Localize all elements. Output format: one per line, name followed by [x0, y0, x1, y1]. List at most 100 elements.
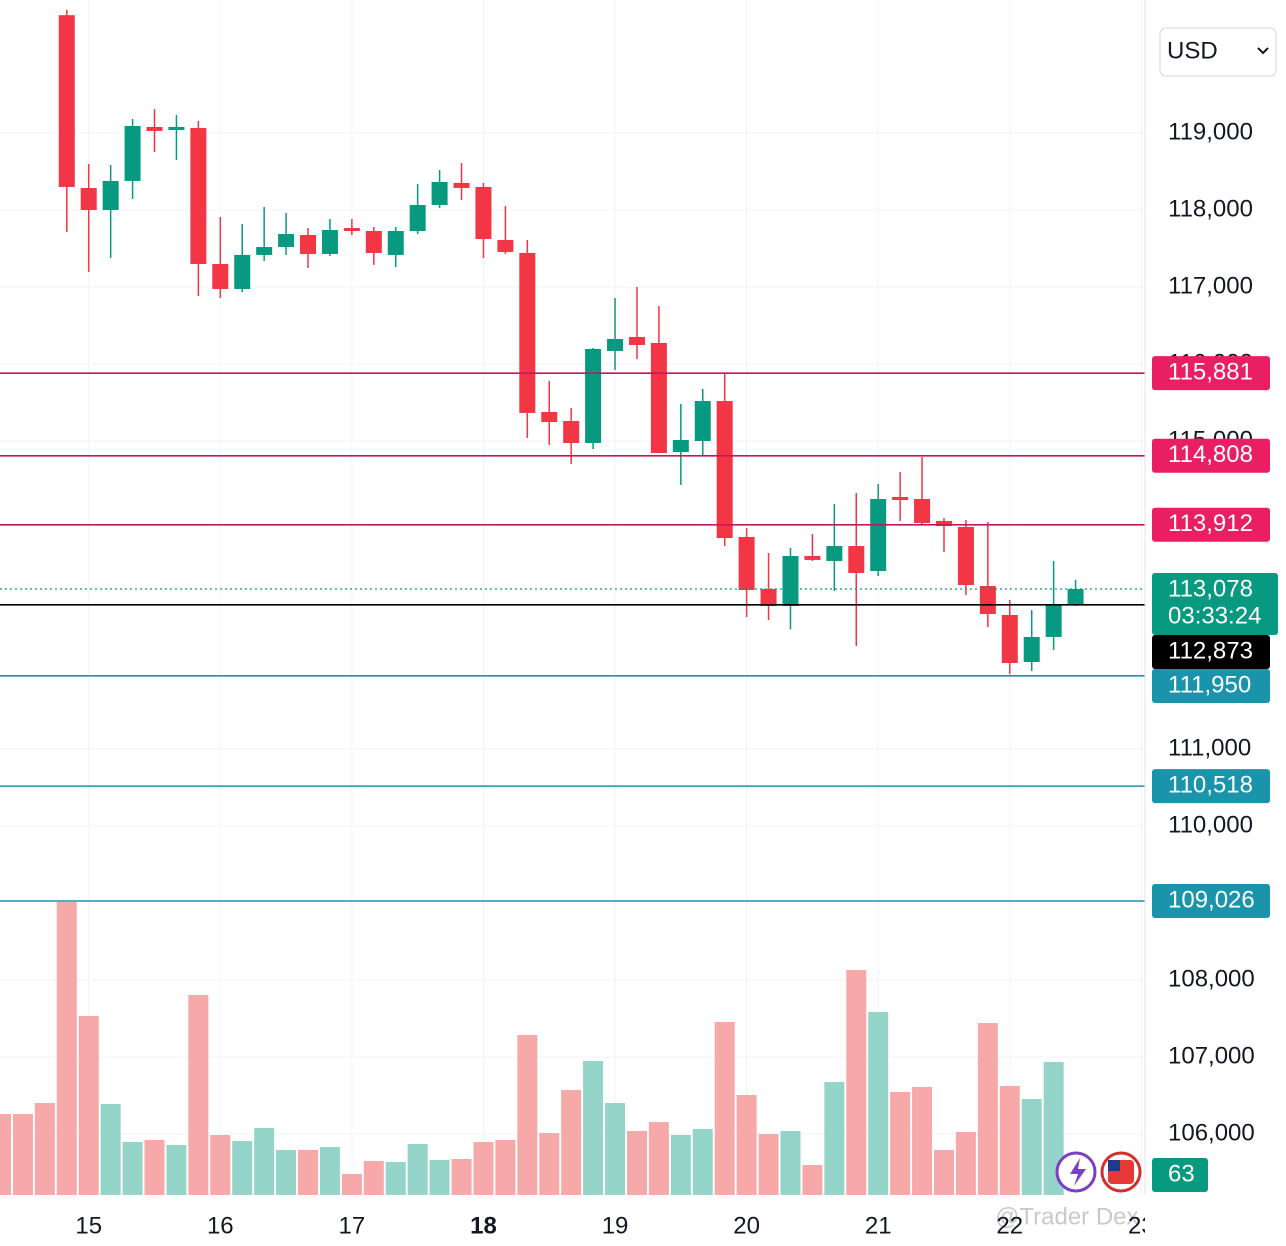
- candle-body: [475, 186, 492, 240]
- level-box: [1152, 884, 1270, 919]
- volume-box: [1152, 1158, 1208, 1192]
- volume-bar: [868, 1012, 889, 1195]
- volume-bar: [276, 1150, 297, 1195]
- candle-body: [1045, 605, 1062, 637]
- candle-body: [672, 439, 689, 453]
- volume-bar: [977, 1023, 998, 1195]
- candle-body: [892, 496, 909, 500]
- x-tick-label: 18: [470, 1212, 497, 1239]
- candle-body: [234, 254, 251, 289]
- y-tick-label: 108,000: [1168, 965, 1255, 992]
- volume-bar: [846, 970, 867, 1195]
- level-box: [1152, 356, 1270, 391]
- volume-bar: [78, 1016, 99, 1195]
- volume-bar: [166, 1145, 187, 1195]
- volume-bar: [232, 1141, 253, 1195]
- y-tick-label: 117,000: [1168, 272, 1253, 299]
- volume-bar: [100, 1104, 121, 1195]
- candle-body: [957, 527, 974, 585]
- volume-bar: [824, 1082, 845, 1195]
- volume-bar: [912, 1087, 933, 1195]
- y-axis: 106,000107,000108,000110,000111,000115,0…: [1152, 118, 1278, 1192]
- level-label: 113,912: [1168, 510, 1253, 537]
- currency-label[interactable]: USD: [1167, 37, 1218, 64]
- volume-bar: [605, 1103, 626, 1195]
- volume-bar: [210, 1135, 231, 1195]
- candle-body: [497, 240, 514, 252]
- volume-bar: [298, 1150, 319, 1195]
- candle-body: [628, 336, 645, 345]
- candle-body: [914, 498, 931, 524]
- icons: [1055, 1151, 1142, 1193]
- candle-body: [278, 234, 295, 248]
- volume-bar: [495, 1140, 516, 1195]
- x-tick-label: 22: [996, 1212, 1023, 1239]
- candle-body: [826, 546, 843, 561]
- volume-bar: [144, 1140, 165, 1195]
- candle-body: [541, 411, 558, 422]
- volume-bar: [341, 1174, 362, 1195]
- candle-body: [1067, 588, 1084, 606]
- candle-body: [387, 231, 404, 255]
- volume-bar: [34, 1103, 55, 1195]
- flag-canton: [1108, 1160, 1120, 1171]
- candle-body: [650, 342, 667, 454]
- candle-body: [58, 15, 75, 187]
- currency-select[interactable]: USD: [1159, 27, 1277, 77]
- candle-body: [585, 348, 602, 443]
- volume-bar: [648, 1122, 669, 1195]
- currency-box[interactable]: [1159, 27, 1277, 77]
- level-box: [1152, 769, 1270, 804]
- volume-bar: [517, 1035, 538, 1195]
- plot-area: [0, 0, 1145, 1195]
- candle-body: [124, 125, 141, 181]
- candle-body: [694, 401, 711, 441]
- volume-bar: [0, 1114, 11, 1195]
- candle-body: [146, 126, 163, 131]
- volume-bar: [890, 1092, 911, 1195]
- y-tick-label: 106,000: [1168, 1119, 1255, 1146]
- candle-body: [300, 235, 317, 254]
- volume-label: 63: [1168, 1160, 1195, 1187]
- candle-body: [1023, 636, 1040, 662]
- current-price-label: 113,078: [1168, 575, 1253, 602]
- level-box: [1152, 634, 1270, 669]
- chevron[interactable]: [1257, 47, 1269, 55]
- volume-bar: [780, 1131, 801, 1195]
- candle-body: [431, 181, 448, 205]
- candle-body: [804, 555, 821, 560]
- candle-body: [738, 537, 755, 590]
- level-box: [1152, 507, 1270, 542]
- level-label: 110,518: [1168, 771, 1253, 798]
- volume-bar: [385, 1162, 406, 1195]
- candle-body: [168, 126, 185, 130]
- candle-body: [409, 204, 426, 232]
- volume-bar: [539, 1133, 560, 1195]
- volume-bar: [319, 1147, 340, 1195]
- level-box: [1152, 668, 1270, 703]
- lightning-glyph: [1070, 1158, 1086, 1186]
- level-label: 111,950: [1168, 671, 1251, 698]
- level-label: 112,873: [1168, 637, 1253, 664]
- candle-body: [563, 420, 580, 443]
- volume-bar: [999, 1086, 1020, 1195]
- candle-body: [1001, 615, 1018, 663]
- current-price-box: [1152, 572, 1278, 635]
- volume-bar: [955, 1132, 976, 1195]
- x-tick-label: 15: [75, 1212, 102, 1239]
- level-box: [1152, 438, 1270, 473]
- candle-body: [716, 401, 733, 539]
- x-tick-label: 17: [339, 1212, 366, 1239]
- x-tick-label: 16: [207, 1212, 234, 1239]
- candle-body: [760, 588, 777, 607]
- volume-bar: [429, 1160, 450, 1195]
- candle-body: [782, 555, 799, 607]
- volume-bar: [758, 1134, 779, 1195]
- candle-body: [979, 585, 996, 615]
- candle-body: [190, 127, 207, 264]
- level-label: 115,881: [1168, 358, 1253, 385]
- candle-body: [453, 182, 470, 188]
- volume-bar: [188, 995, 209, 1195]
- candle-body: [256, 247, 273, 255]
